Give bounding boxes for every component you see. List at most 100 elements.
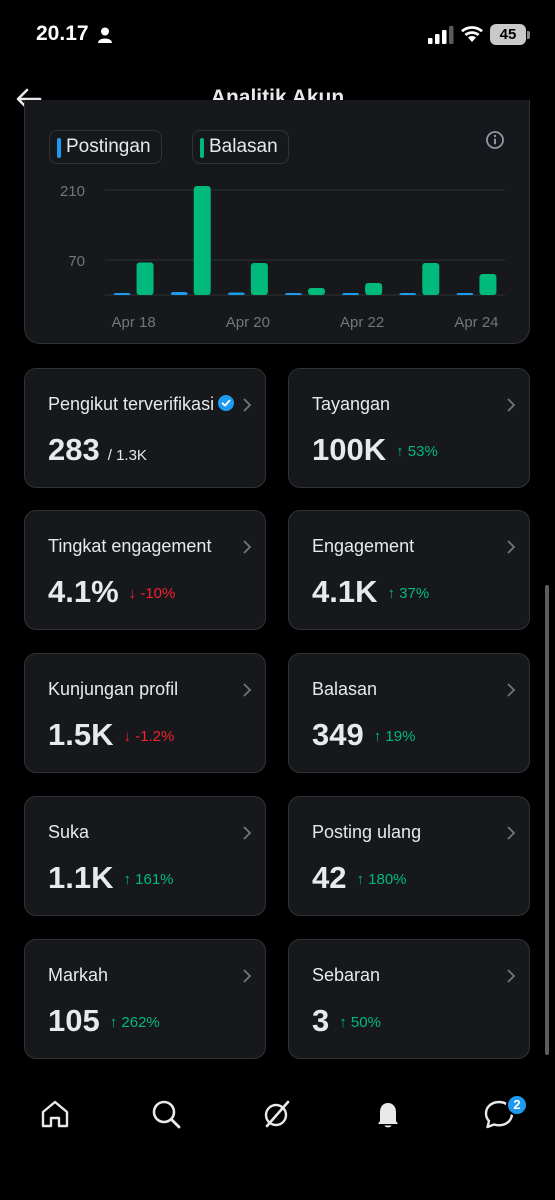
stat-value-number: 3 [312,1003,330,1038]
stat-change: ↑ 180% [356,871,407,889]
stat-label: Kunjungan profil [48,679,179,699]
chevron-right-icon [507,540,516,554]
stat-value: 1.1K ↑ 161% [48,860,174,896]
stat-label: Posting ulang [312,822,422,842]
bar-balasan-apr-20[interactable] [250,263,268,295]
stat-card-engagements[interactable]: Engagement 4.1K ↑ 37% [288,510,530,630]
stat-value-number: 1.5K [48,717,114,752]
legend-swatch-balasan [200,138,204,158]
bar-balasan-apr-19[interactable] [193,186,211,295]
stat-value-number: 100K [312,432,387,467]
bottom-nav [0,1075,555,1200]
stat-value: 3 ↑ 50% [312,1003,381,1039]
stat-value: 283 / 1.3K [48,432,147,468]
stat-label: Engagement [312,536,415,556]
scrollbar[interactable] [545,585,549,1055]
stat-change: ↑ 50% [339,1014,381,1032]
stat-card-profile-visits[interactable]: Kunjungan profil 1.5K ↓ -1.2% [24,653,266,773]
x-tick-label: Apr 18 [111,314,155,331]
notifications-icon[interactable] [371,1097,405,1131]
stat-value: 42 ↑ 180% [312,860,407,896]
stat-card-impressions[interactable]: Tayangan 100K ↑ 53% [288,368,530,488]
wifi-icon [461,26,483,42]
bar-postingan-apr-22[interactable] [342,293,360,295]
chevron-right-icon [243,540,252,554]
stat-value-number: 105 [48,1003,100,1038]
stat-change: ↓ -1.2% [123,728,175,746]
info-icon[interactable] [485,130,505,150]
stat-change: ↑ 161% [123,871,174,889]
bar-postingan-apr-24[interactable] [456,293,474,295]
bar-postingan-apr-18[interactable] [113,293,131,295]
stat-card-verified-followers[interactable]: Pengikut terverifikasi 283 / 1.3K [24,368,266,488]
stat-label: Tingkat engagement [48,536,212,556]
stat-value-number: 1.1K [48,860,114,895]
stat-value-number: 349 [312,717,364,752]
stat-change: ↑ 53% [396,443,438,461]
stat-value: 100K ↑ 53% [312,432,438,468]
stat-value-number: 4.1K [312,574,378,609]
stat-label: Suka [48,822,90,842]
chevron-right-icon [507,969,516,983]
stat-card-replies[interactable]: Balasan 349 ↑ 19% [288,653,530,773]
chevron-right-icon [243,969,252,983]
bar-balasan-apr-18[interactable] [136,262,154,296]
grok-icon[interactable] [260,1097,294,1131]
messages-badge: 2 [506,1094,528,1116]
chevron-right-icon [243,826,252,840]
stat-label: Pengikut terverifikasi [48,394,215,414]
stat-card-bookmarks[interactable]: Markah 105 ↑ 262% [24,939,266,1059]
status-time: 20.17 [36,22,89,45]
cellular-signal-icon [428,26,454,44]
activity-chart-card: Postingan Balasan 210 70 Apr 18 Apr 20 Apr 2… [24,100,530,344]
person-icon [98,27,112,43]
stat-card-engagement-rate[interactable]: Tingkat engagement 4.1% ↓ -10% [24,510,266,630]
legend-label-postingan: Postingan [66,136,151,157]
bar-postingan-apr-20[interactable] [227,292,245,296]
y-tick-label: 210 [60,183,85,200]
legend-balasan[interactable]: Balasan [192,130,289,164]
legend-swatch-postingan [57,138,61,158]
bar-balasan-apr-22[interactable] [365,283,383,295]
stat-label: Sebaran [312,965,381,985]
search-icon[interactable] [149,1097,183,1131]
stat-value: 4.1K ↑ 37% [312,574,429,610]
bar-postingan-apr-21[interactable] [285,293,302,295]
stat-label: Markah [48,965,109,985]
bar-balasan-apr-23[interactable] [422,263,440,295]
stat-value: 105 ↑ 262% [48,1003,160,1039]
legend-postingan[interactable]: Postingan [49,130,162,164]
bar-balasan-apr-21[interactable] [308,288,325,295]
stat-card-likes[interactable]: Suka 1.1K ↑ 161% [24,796,266,916]
x-tick-label: Apr 22 [340,314,384,331]
stat-change: ↑ 37% [387,585,430,603]
stat-card-reposts[interactable]: Posting ulang 42 ↑ 180% [288,796,530,916]
chevron-right-icon [507,826,516,840]
stat-change: ↓ -10% [128,585,176,603]
battery-indicator: 45 [490,24,526,45]
home-icon[interactable] [38,1097,72,1131]
x-tick-label: Apr 20 [226,314,270,331]
stat-label: Tayangan [312,394,391,414]
chevron-right-icon [243,398,252,412]
stat-value-number: 283 [48,432,100,467]
bar-balasan-apr-24[interactable] [479,274,497,295]
chevron-right-icon [507,398,516,412]
stat-value: 349 ↑ 19% [312,717,415,753]
stat-label: Balasan [312,679,378,699]
status-bar: 20.17 45 [0,0,555,70]
legend-label-balasan: Balasan [209,136,278,157]
stat-value-number: 4.1% [48,574,119,609]
y-tick-label: 70 [68,253,85,270]
stat-card-shares[interactable]: Sebaran 3 ↑ 50% [288,939,530,1059]
battery-tip [527,31,530,39]
stat-change: ↑ 19% [373,728,416,746]
stat-total: / 1.3K [107,447,147,464]
stat-value: 4.1% ↓ -10% [48,574,175,610]
bar-postingan-apr-23[interactable] [399,293,417,295]
verified-badge-icon [218,395,234,411]
x-tick-label: Apr 24 [454,314,498,331]
bar-postingan-apr-19[interactable] [170,292,188,295]
stat-value: 1.5K ↓ -1.2% [48,717,174,753]
stat-value-number: 42 [312,860,347,895]
